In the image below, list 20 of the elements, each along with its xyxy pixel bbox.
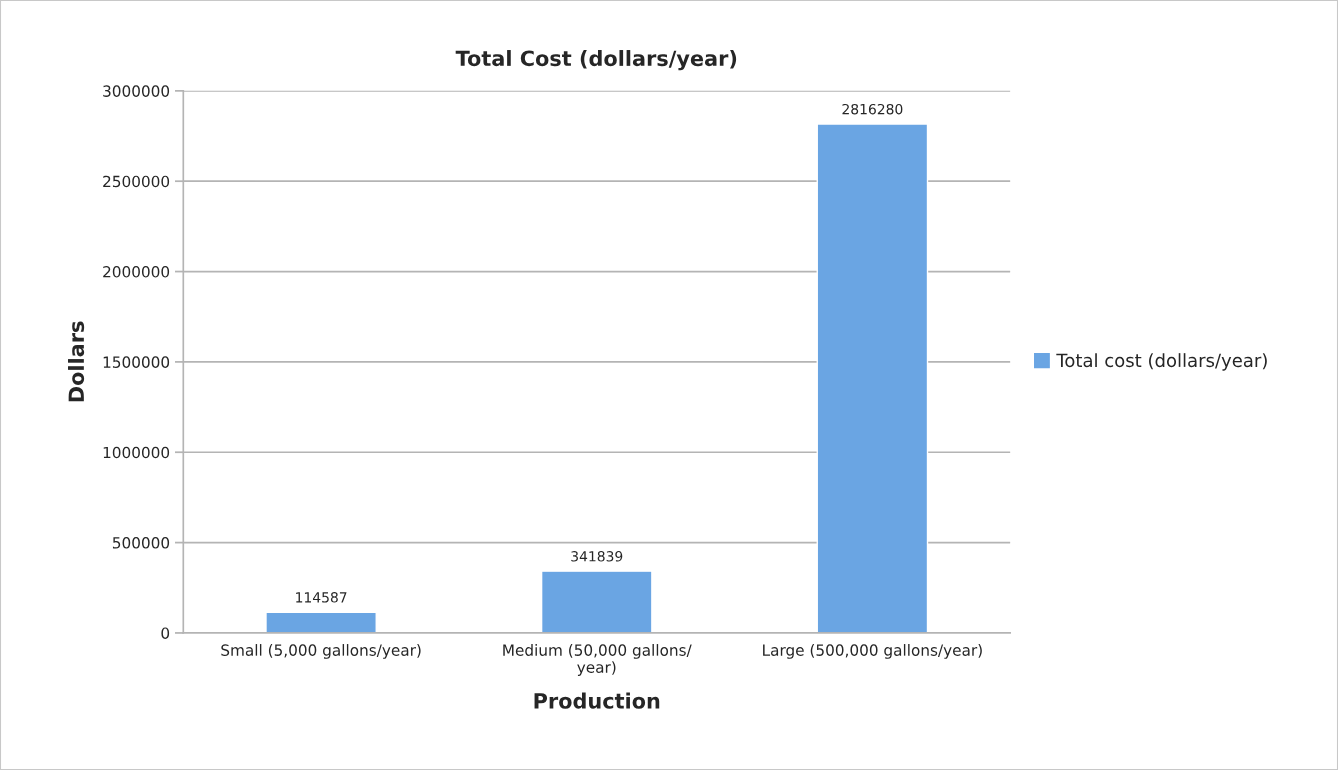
- bar: [816, 123, 929, 633]
- data-label: 114587: [296, 592, 347, 603]
- x-axis-title: Production: [534, 692, 660, 709]
- y-tick-label: 1500000: [103, 356, 170, 368]
- y-axis-title: Dollars: [68, 321, 85, 402]
- bar: [265, 611, 377, 633]
- x-tick-label: Small (5,000 gallons/year): [221, 644, 421, 659]
- data-label: 341839: [571, 551, 623, 562]
- legend-label: Total cost (dollars/year): [1056, 353, 1267, 371]
- y-tick-label: 500000: [112, 537, 170, 549]
- y-tick-label: 0: [161, 627, 170, 639]
- y-tick-label: 2500000: [103, 175, 170, 188]
- y-tick-label: 1000000: [103, 446, 170, 459]
- x-tick-label: Medium (50,000 gallons/ year): [503, 644, 692, 676]
- bar: [540, 570, 653, 633]
- y-tick-label: 2000000: [103, 266, 170, 278]
- data-label: 2816280: [842, 103, 903, 115]
- x-tick-label: Large (500,000 gallons/year): [763, 644, 982, 659]
- chart-title: Total Cost (dollars/year): [455, 50, 737, 71]
- y-tick-label: 3000000: [103, 85, 170, 97]
